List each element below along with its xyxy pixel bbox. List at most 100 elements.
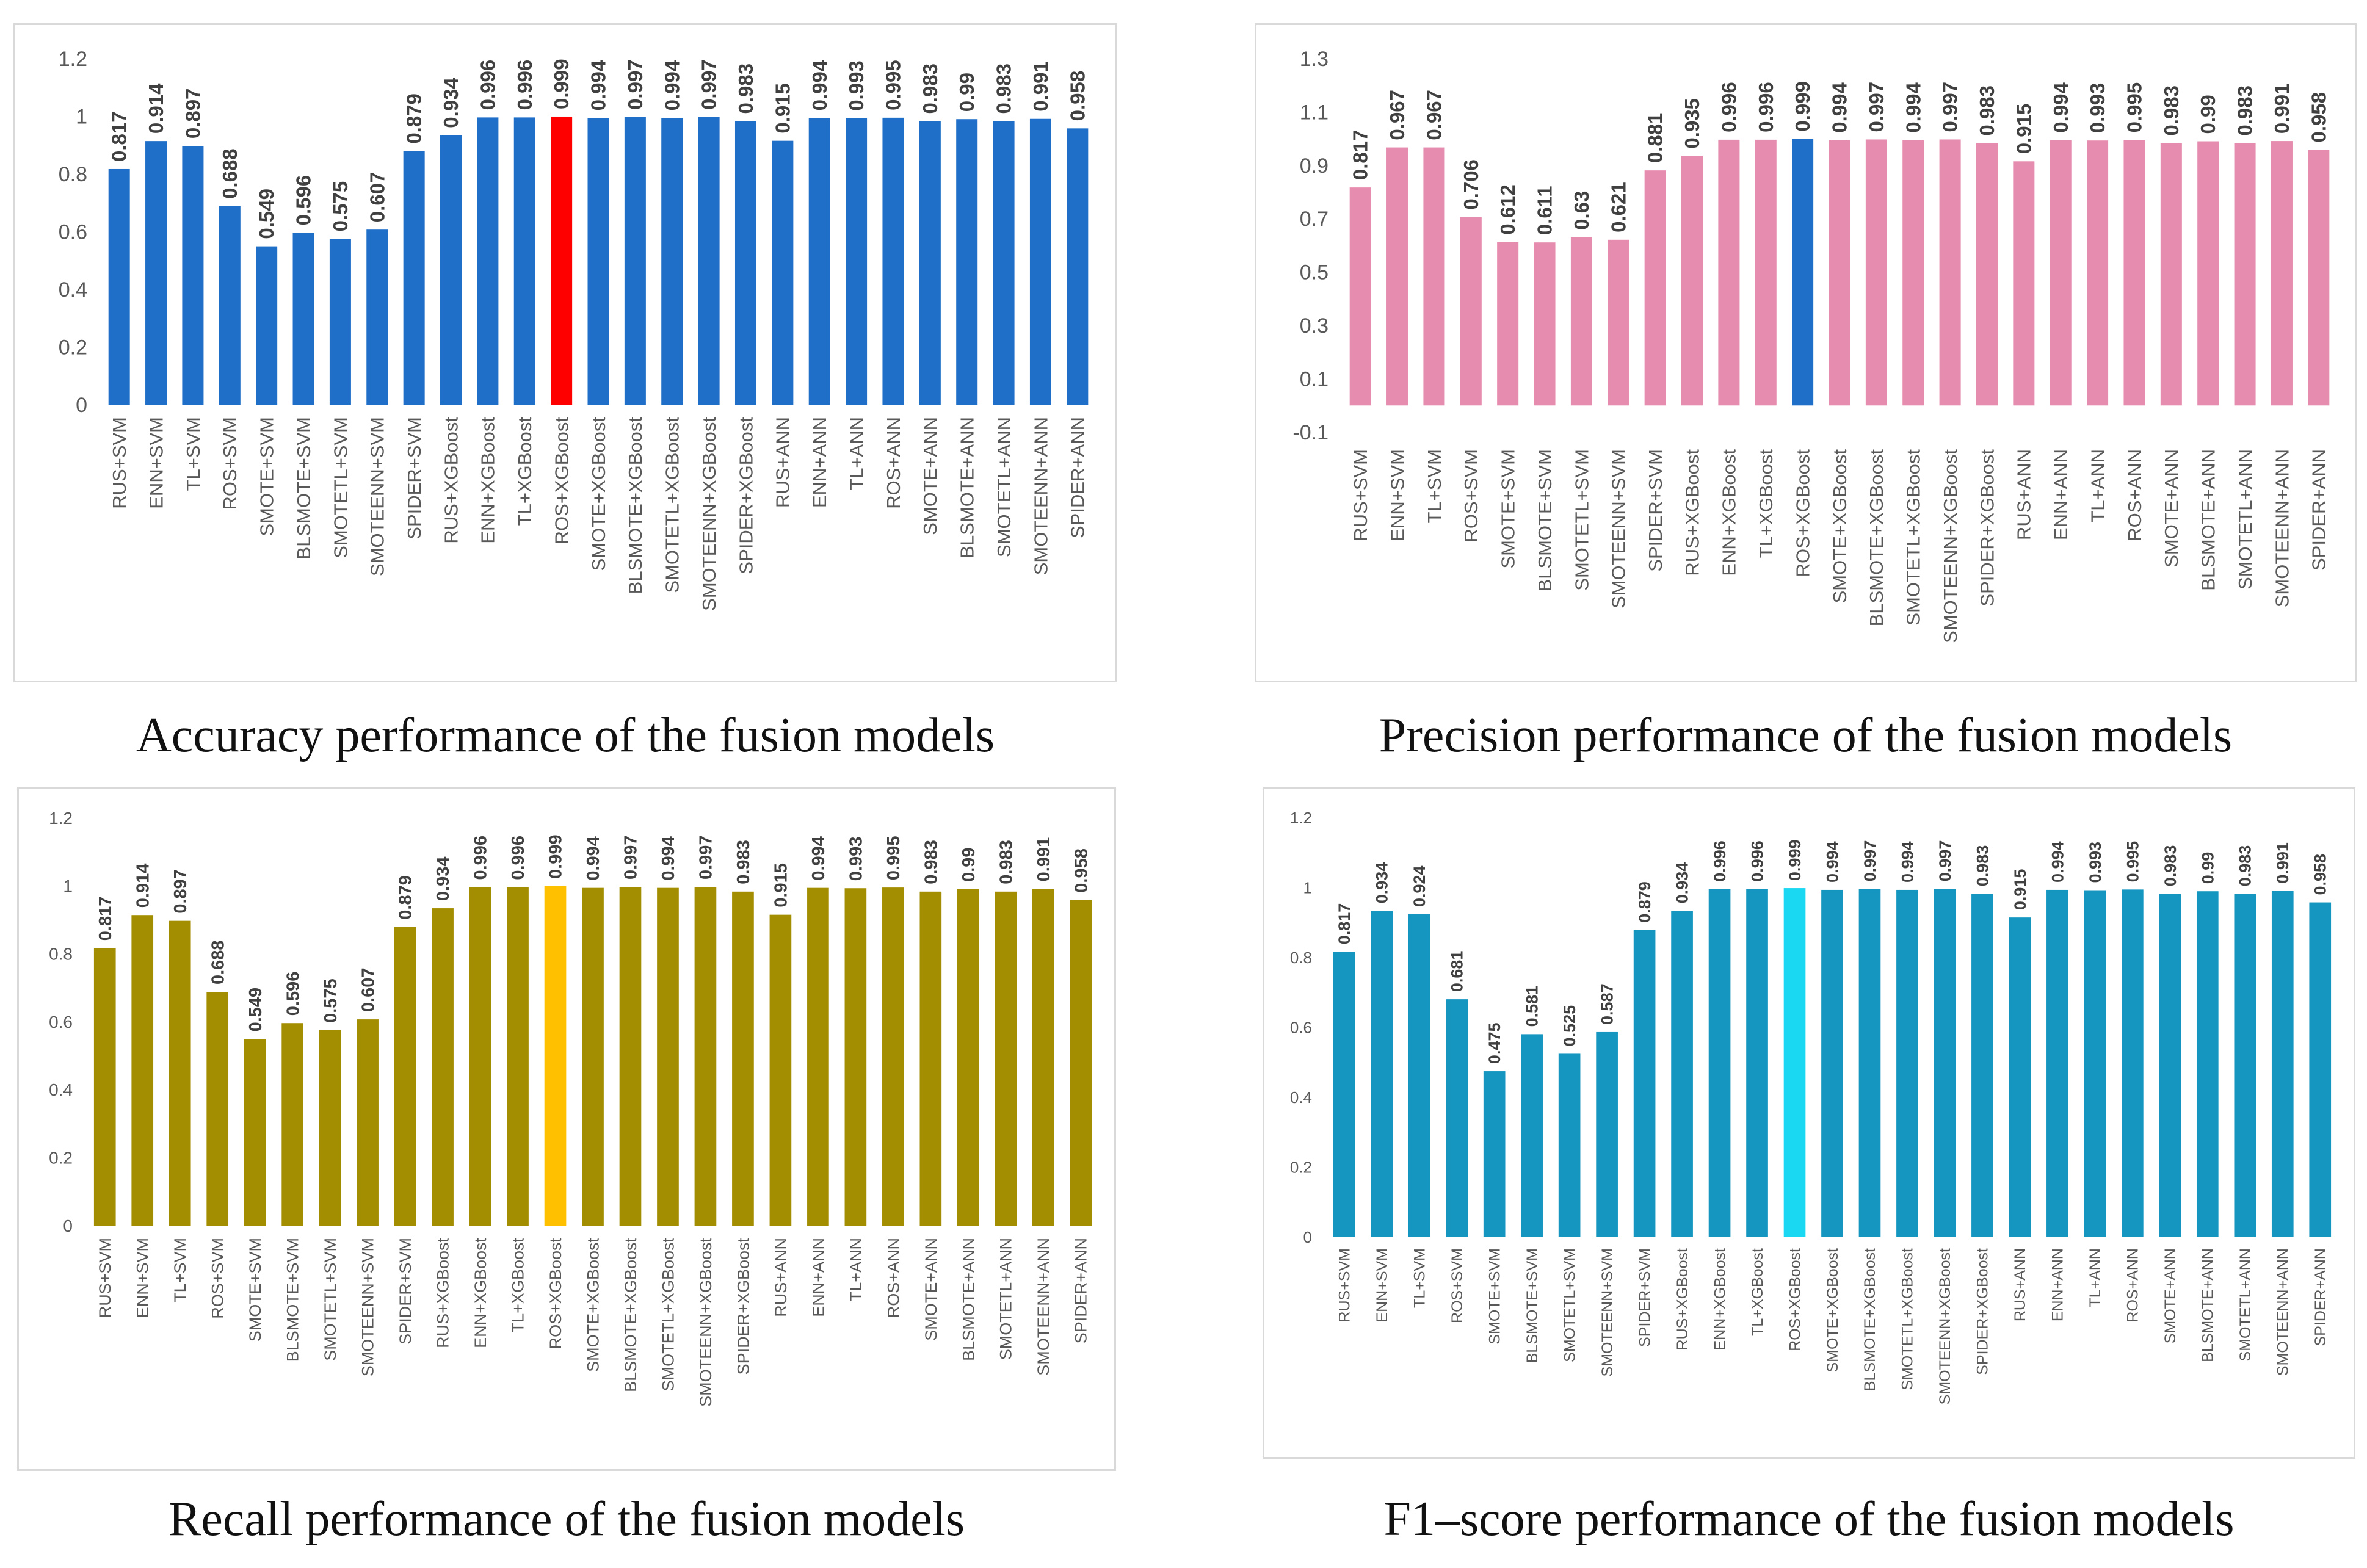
recall-chart: 0 0.2 0.4 0.6 0.8 1 1.2 0.817 RUS+SVM 0.914 ENN+SV… xyxy=(49,809,1092,1407)
x-tick-label: ENN+ANN xyxy=(809,417,830,508)
bar xyxy=(394,927,416,1226)
data-label: 0.99 xyxy=(2198,852,2217,884)
data-label: 0.997 xyxy=(1861,840,1879,882)
recall-caption: Recall performance of the fusion models xyxy=(169,1492,965,1546)
x-tick-label: BLSMOTE+SVM xyxy=(1534,449,1556,591)
data-label: 0.983 xyxy=(734,63,757,114)
x-tick-label: SMOTEENN+SVM xyxy=(1599,1248,1616,1376)
data-label: 0.934 xyxy=(440,77,462,128)
data-label: 0.999 xyxy=(546,834,566,879)
data-label: 0.935 xyxy=(1681,98,1703,149)
bar xyxy=(206,992,229,1226)
bar xyxy=(513,117,535,405)
data-label: 0.897 xyxy=(171,869,190,914)
y-tick-label: 0.4 xyxy=(1290,1088,1312,1107)
bar xyxy=(1633,930,1656,1237)
data-label: 0.994 xyxy=(808,60,831,110)
x-tick-label: RUS+ANN xyxy=(2012,1248,2029,1321)
y-tick-label: 0.8 xyxy=(59,163,87,186)
data-label: 0.99 xyxy=(955,73,978,112)
data-label: 0.879 xyxy=(1636,881,1654,923)
bar xyxy=(1333,952,1355,1237)
data-label: 0.991 xyxy=(2271,83,2293,134)
bar xyxy=(1483,1071,1506,1237)
y-tick-label: 0.8 xyxy=(1290,948,1312,967)
bar xyxy=(2309,902,2332,1237)
data-label: 0.997 xyxy=(624,59,647,110)
bar xyxy=(1718,139,1740,406)
data-label: 0.915 xyxy=(771,83,794,134)
x-tick-label: ROS+ANN xyxy=(2125,1248,2142,1323)
data-label: 0.993 xyxy=(2086,83,2109,134)
x-tick-label: SMOTEENN+XGBoost xyxy=(697,1238,715,1407)
y-tick-label: 0.6 xyxy=(1290,1019,1312,1037)
data-label: 0.596 xyxy=(283,972,303,1016)
data-label: 0.607 xyxy=(366,172,388,223)
bar xyxy=(93,948,116,1226)
x-tick-label: SMOTETL+XGBoost xyxy=(662,417,683,593)
data-label: 0.817 xyxy=(96,897,115,941)
x-tick-label: TL+XGBoost xyxy=(514,417,535,526)
bar xyxy=(1570,237,1592,406)
data-label: 0.575 xyxy=(329,181,352,232)
f1-chart: 0 0.2 0.4 0.6 0.8 1 1.2 0.817 RUS+SVM 0.934 ENN+SV… xyxy=(1290,809,2332,1404)
bar xyxy=(1070,900,1092,1226)
x-tick-label: BLSMOTE+XGBoost xyxy=(622,1238,640,1392)
data-label: 0.995 xyxy=(2123,841,2142,883)
bar xyxy=(1976,143,1998,406)
x-tick-label: TL+SVM xyxy=(183,417,204,491)
precision-caption: Precision performance of the fusion mode… xyxy=(1379,709,2233,762)
x-tick-label: TL+ANN xyxy=(847,1238,865,1301)
bar xyxy=(2009,917,2031,1237)
data-label: 0.958 xyxy=(1071,848,1091,893)
bar xyxy=(772,140,794,405)
data-label: 0.994 xyxy=(661,60,683,110)
accuracy-caption: Accuracy performance of the fusion model… xyxy=(136,709,995,762)
x-tick-label: SPIDER+ANN xyxy=(1067,417,1089,538)
bar xyxy=(1446,999,1468,1237)
data-label: 0.996 xyxy=(1755,82,1777,132)
x-tick-label: SMOTE+XGBoost xyxy=(584,1238,602,1372)
x-tick-label: SMOTE+XGBoost xyxy=(1829,449,1850,604)
x-tick-label: ROS+SVM xyxy=(1449,1248,1466,1323)
x-tick-label: RUS+SVM xyxy=(1350,449,1371,541)
accuracy-chart-panel: 0 0.2 0.4 0.6 0.8 1 1.2 0.817 RUS+SVM 0.914 ENN+SV… xyxy=(13,23,1117,682)
x-tick-label: SMOTE+XGBoost xyxy=(588,417,609,571)
data-label: 0.817 xyxy=(108,111,131,162)
x-tick-label: TL+SVM xyxy=(1424,449,1445,523)
data-label: 0.817 xyxy=(1349,130,1372,181)
x-tick-label: SPIDER+ANN xyxy=(2312,1248,2329,1346)
data-label: 0.99 xyxy=(2197,95,2219,134)
x-tick-label: SPIDER+SVM xyxy=(404,417,425,540)
x-tick-label: SMOTE+SVM xyxy=(1486,1248,1503,1345)
y-tick-label: 1.2 xyxy=(49,809,73,828)
bar xyxy=(587,118,609,405)
bar xyxy=(2308,150,2330,406)
bar xyxy=(1934,889,1956,1237)
y-tick-label: 1 xyxy=(76,105,87,128)
x-tick-label: TL+ANN xyxy=(2087,1248,2104,1307)
bar xyxy=(219,206,241,405)
x-tick-label: ENN+XGBoost xyxy=(477,417,499,544)
x-tick-label: SMOTE+SVM xyxy=(256,417,278,537)
bar xyxy=(469,887,491,1226)
bar xyxy=(882,887,904,1226)
bar xyxy=(182,146,204,405)
x-tick-label: SMOTE+XGBoost xyxy=(1824,1248,1841,1373)
x-tick-label: BLSMOTE+XGBoost xyxy=(625,417,646,594)
data-label: 0.475 xyxy=(1485,1022,1504,1064)
data-label: 0.915 xyxy=(2011,869,2029,911)
data-label: 0.983 xyxy=(919,63,941,114)
bar xyxy=(661,118,683,405)
y-tick-label: 0.2 xyxy=(49,1148,73,1167)
x-tick-label: SPIDER+SVM xyxy=(1645,449,1666,572)
x-tick-label: ENN+XGBoost xyxy=(471,1238,490,1348)
bar xyxy=(844,888,867,1226)
x-tick-label: RUS+ANN xyxy=(772,1238,790,1317)
data-label: 0.958 xyxy=(2311,854,2330,895)
bar xyxy=(2123,140,2145,406)
y-tick-label: 1.1 xyxy=(1300,101,1328,124)
x-tick-label: ROS+XGBoost xyxy=(546,1238,565,1349)
x-tick-label: SMOTEENN+SVM xyxy=(1608,449,1629,609)
bar xyxy=(2271,891,2294,1237)
